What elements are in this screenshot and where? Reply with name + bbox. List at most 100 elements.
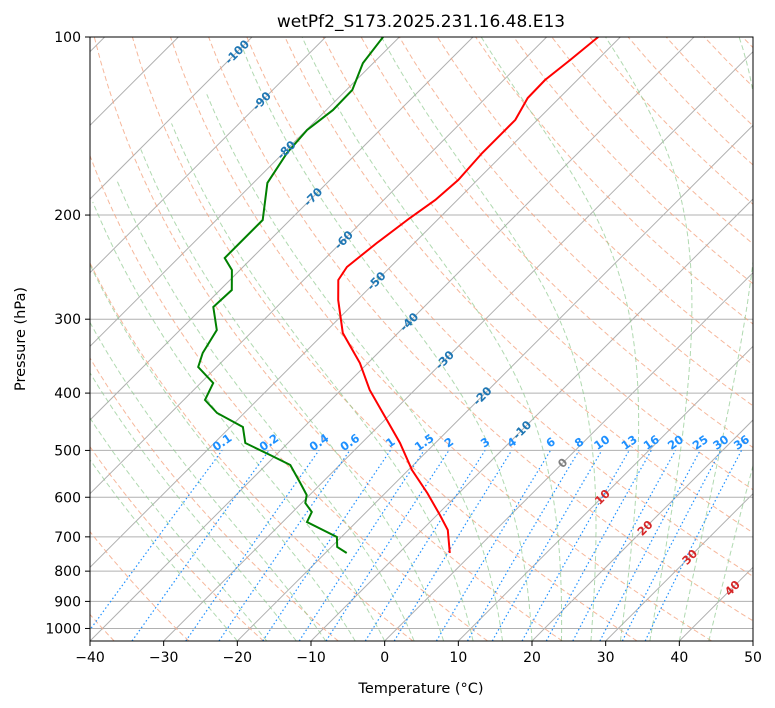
- moist-adiabat-line: [380, 37, 597, 641]
- mixing-ratio-line: [572, 450, 677, 641]
- isotherm-line: [90, 37, 621, 569]
- y-tick-label: 400: [54, 386, 81, 402]
- moist-adiabat-line: [90, 371, 297, 641]
- mixing-ratio-line: [131, 450, 270, 641]
- dry-adiabat-line: [322, 37, 753, 491]
- temperature-profile-line: [337, 37, 599, 554]
- mixing-ratio-line: [599, 450, 701, 641]
- x-tick-label: 30: [597, 650, 615, 666]
- isotherm-line: [310, 198, 753, 641]
- moist-adiabat-line: [605, 37, 693, 641]
- moist-adiabat-line: [301, 37, 563, 641]
- moist-adiabat-line: [92, 201, 386, 641]
- dry-adiabat-line: [742, 37, 753, 49]
- x-tick-label: 10: [449, 650, 467, 666]
- dewpoint-profile-line: [197, 37, 384, 554]
- moist-adiabat-line: [140, 149, 445, 641]
- y-tick-label: 900: [54, 594, 81, 610]
- mixing-ratio-label: 16: [641, 432, 662, 453]
- isotherm-line: [605, 492, 753, 641]
- moist-adiabat-line: [480, 37, 640, 641]
- isotherm-line: [90, 37, 253, 200]
- mixing-ratio-label: 30: [710, 432, 731, 453]
- x-tick-label: −10: [296, 650, 326, 666]
- dry-adiabat-line: [360, 37, 753, 449]
- isotherm-line: [90, 37, 695, 641]
- x-tick-label: −30: [149, 650, 179, 666]
- mixing-ratio-label: 6: [543, 434, 558, 450]
- mixing-ratio-label: 2: [442, 434, 457, 450]
- dry-adiabat-line: [436, 37, 753, 366]
- isotherm-line: [457, 345, 753, 641]
- x-tick-label: −40: [75, 650, 105, 666]
- background-lines: [90, 37, 753, 641]
- y-tick-label: 600: [54, 490, 81, 506]
- dry-adiabat-line: [170, 37, 712, 641]
- moist-adiabat-line: [116, 180, 415, 641]
- mixing-ratio-label: 10: [591, 432, 612, 453]
- y-tick-label: 700: [54, 530, 81, 546]
- isotherm-line: [90, 37, 327, 274]
- chart-title: wetPf2_S173.2025.231.16.48.E13: [277, 12, 565, 32]
- dry-adiabat-line: [93, 37, 563, 641]
- isotherm-line: [90, 37, 474, 421]
- moist-adiabat-line: [206, 94, 503, 641]
- isotherm-line: [90, 37, 400, 348]
- mixing-ratio-line: [90, 450, 223, 631]
- y-tick-label: 1000: [45, 621, 81, 637]
- mixing-ratio-line: [325, 450, 450, 641]
- moist-adiabat-line: [90, 417, 268, 641]
- y-tick-label: 200: [54, 208, 81, 224]
- dry-adiabat-line: [703, 37, 753, 88]
- y-tick-label: 100: [54, 30, 81, 46]
- mixing-ratio-label: 8: [572, 434, 587, 450]
- dry-adiabat-line: [513, 37, 753, 285]
- moist-adiabat-line: [90, 458, 238, 641]
- moist-adiabat-line: [90, 263, 356, 641]
- dry-adiabat-line: [246, 37, 753, 577]
- moist-adiabat-line: [678, 37, 753, 641]
- series-layer: [197, 37, 599, 554]
- isotherm-line: [531, 419, 753, 641]
- dry-adiabat-line: [90, 154, 488, 641]
- dry-adiabat-line: [208, 37, 753, 622]
- axes: −40 −30 −20 −10 0 10 20 30 40 50 100 200 300 400 500 60…: [45, 30, 762, 666]
- mixing-ratio-line: [298, 450, 425, 641]
- mixing-ratio-line: [545, 450, 652, 641]
- mixing-ratio-line: [644, 450, 743, 641]
- x-tick-label: 0: [380, 650, 389, 666]
- moist-adiabat-line: [171, 123, 474, 641]
- mixing-ratio-label: 13: [619, 432, 640, 453]
- dry-adiabat-line: [475, 37, 753, 325]
- isotherm-line: [163, 50, 753, 641]
- plot-frame: [89, 36, 754, 642]
- moist-adiabat-line: [242, 49, 533, 641]
- dry-adiabat-line: [589, 37, 753, 205]
- isotherm-line: [752, 640, 753, 641]
- x-axis-label: Temperature (°C): [357, 681, 483, 697]
- dry-adiabat-line: [665, 37, 753, 127]
- x-tick-label: 20: [523, 650, 541, 666]
- mixing-ratio-line: [218, 450, 351, 641]
- mixing-ratio-line: [185, 450, 320, 641]
- x-tick-label: 40: [670, 650, 688, 666]
- dry-adiabat-line: [90, 261, 414, 641]
- dry-adiabat-line: [90, 445, 264, 641]
- mixing-ratio-line: [262, 450, 391, 641]
- dry-adiabat-line: [90, 530, 190, 641]
- dry-adiabat-line: [131, 37, 638, 641]
- dry-adiabat-line: [90, 357, 339, 641]
- mixing-ratio-label: 36: [731, 432, 752, 453]
- mixing-ratio-line: [393, 450, 513, 641]
- y-tick-label: 300: [54, 312, 81, 328]
- mixing-ratio-label: 3: [478, 434, 493, 450]
- moist-adiabat-line: [90, 321, 327, 641]
- y-tick-label: 500: [54, 443, 81, 459]
- mixing-ratio-line: [621, 450, 722, 641]
- x-tick-label: −20: [223, 650, 253, 666]
- y-axis-label: Pressure (hPa): [13, 287, 29, 391]
- mixing-ratio-label: 25: [690, 432, 711, 453]
- y-tick-label: 800: [54, 564, 81, 580]
- x-tick-label: 50: [744, 650, 762, 666]
